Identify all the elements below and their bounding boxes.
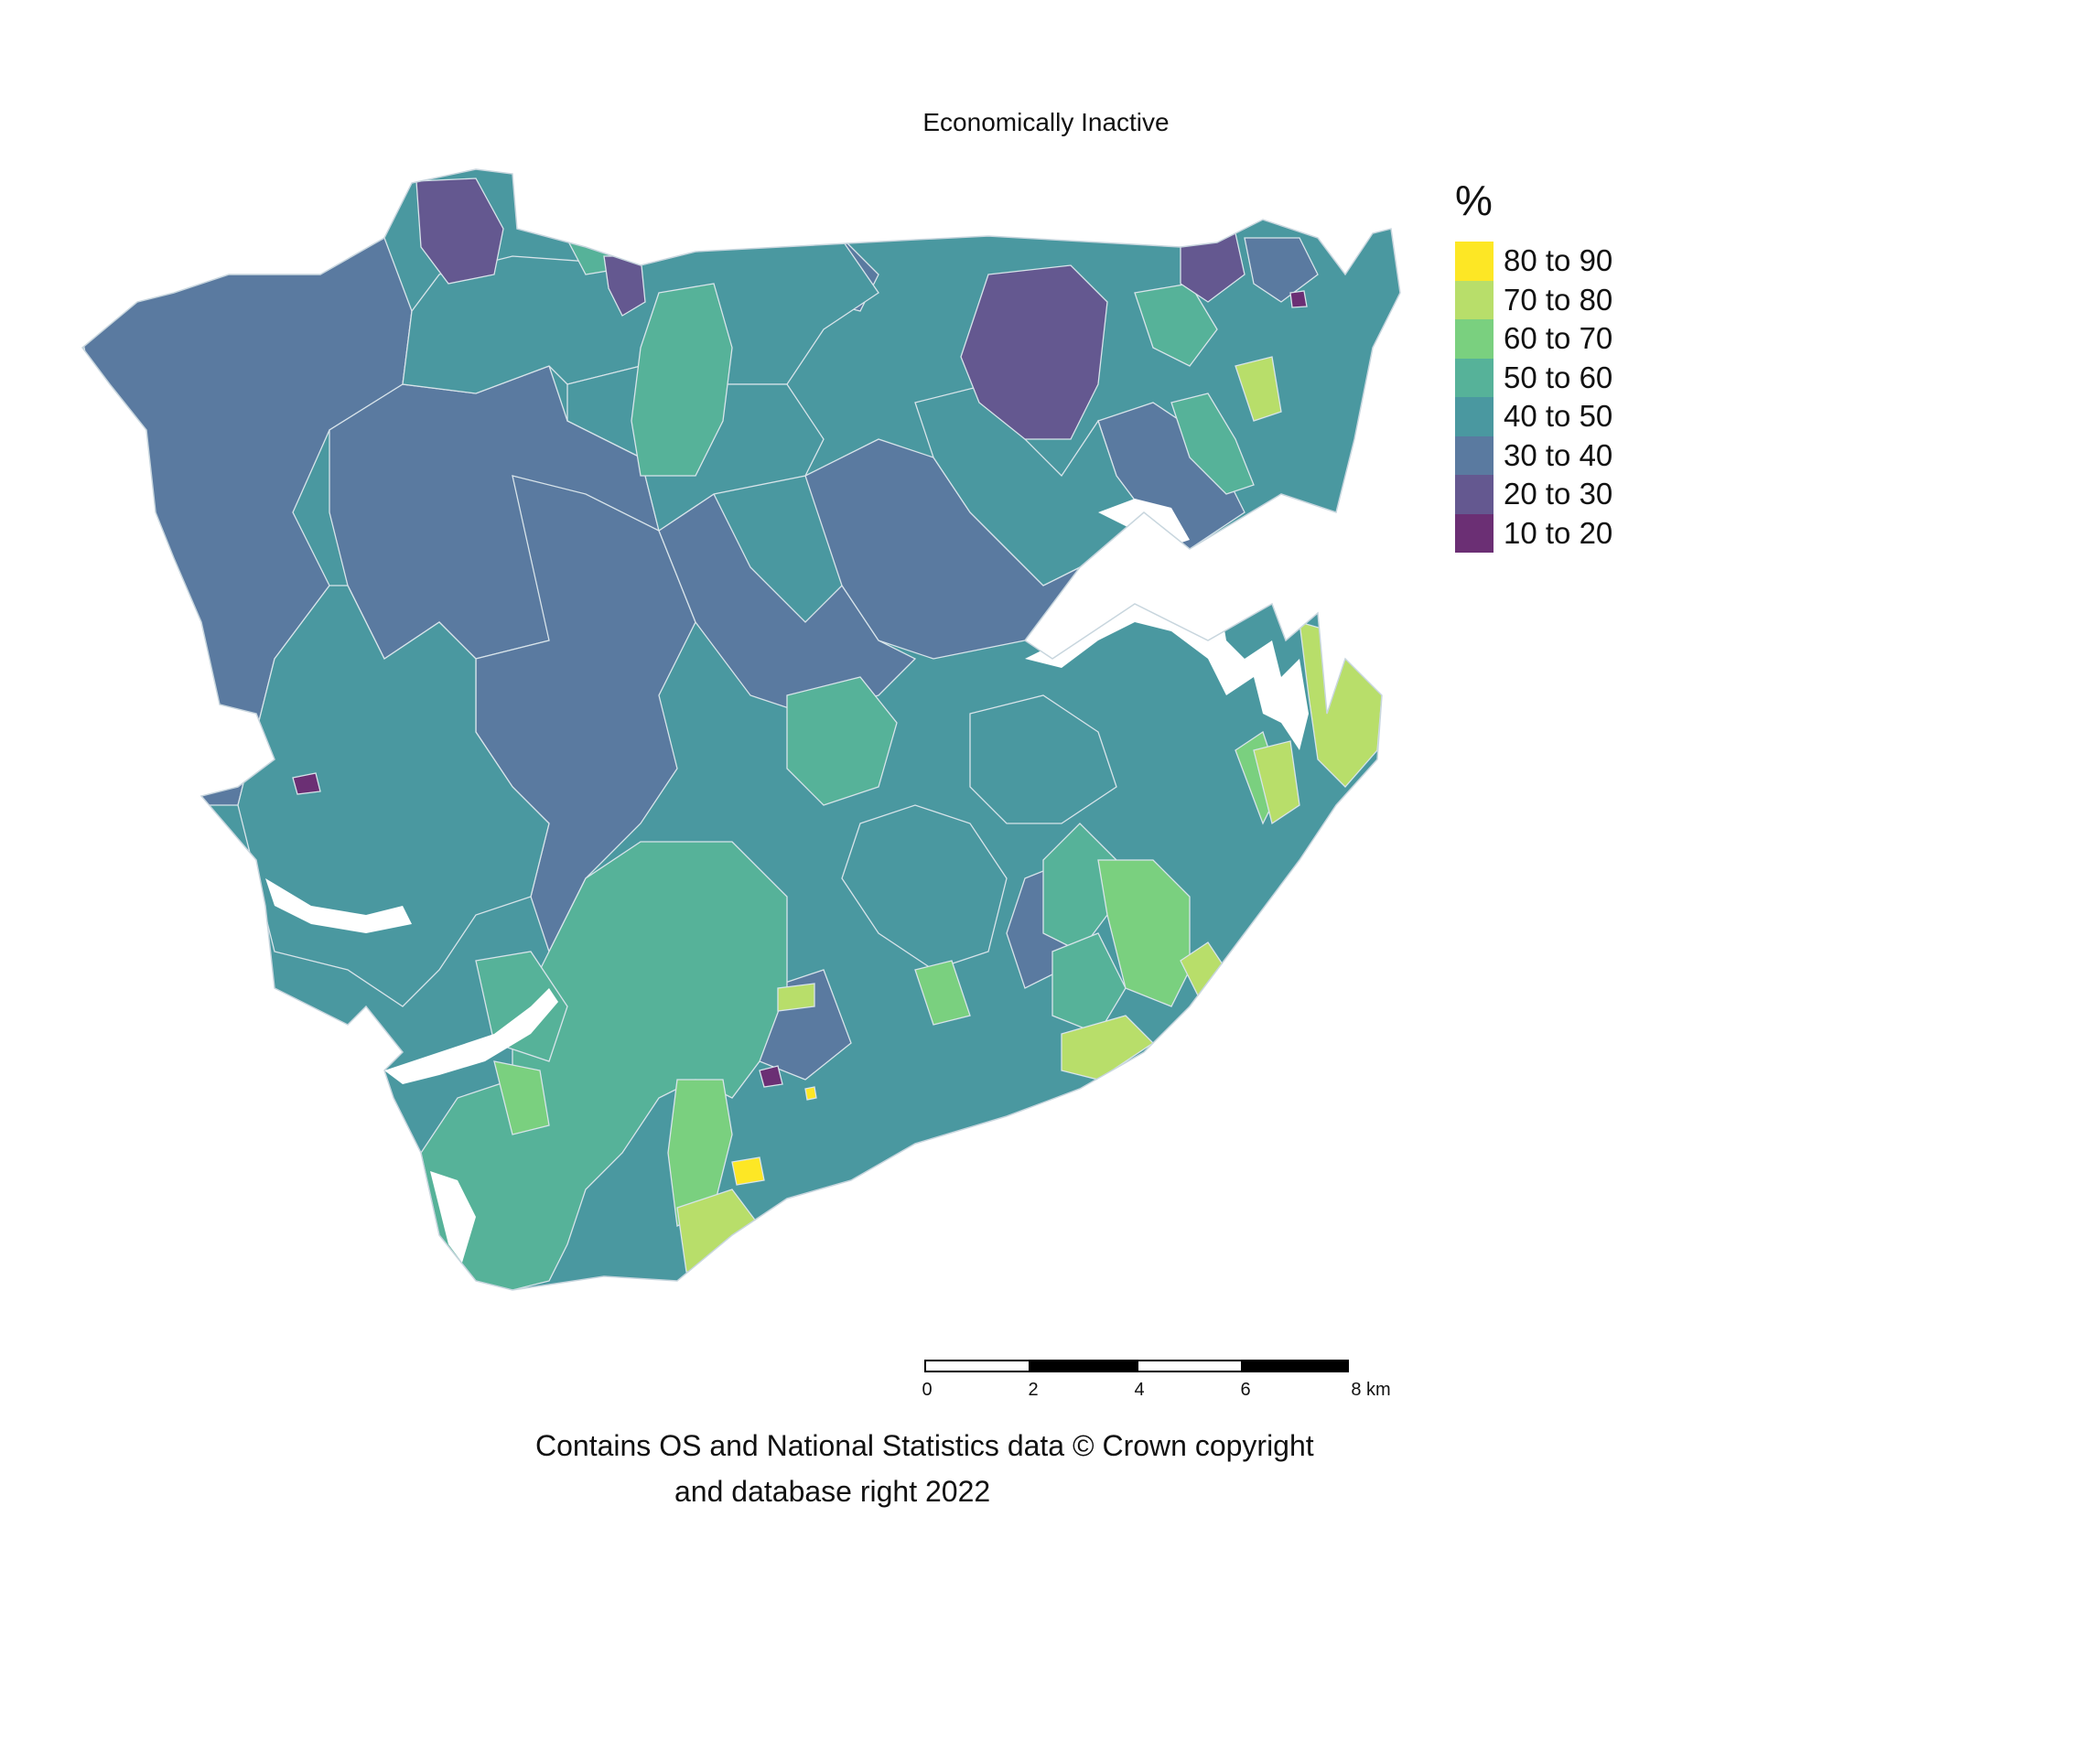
scale-bar-tick: 2 bbox=[1028, 1380, 1039, 1400]
region bbox=[786, 676, 898, 806]
legend-swatch bbox=[1455, 319, 1494, 359]
estuary-river bbox=[430, 1171, 476, 1263]
map-title: Economically Inactive bbox=[922, 108, 1170, 136]
region bbox=[292, 772, 321, 795]
legend-label: 10 to 20 bbox=[1504, 515, 1613, 550]
legend-label: 60 to 70 bbox=[1504, 321, 1613, 356]
legend-swatch bbox=[1455, 242, 1494, 281]
region bbox=[841, 804, 1008, 971]
region bbox=[914, 960, 971, 1026]
region bbox=[631, 283, 733, 477]
scale-bar-segment bbox=[1030, 1360, 1137, 1372]
legend-label: 70 to 80 bbox=[1504, 282, 1613, 317]
legend-label: 20 to 30 bbox=[1504, 477, 1613, 511]
region bbox=[1051, 932, 1127, 1035]
legend-item: 40 to 50 bbox=[1455, 397, 1612, 436]
credit-line-1: Contains OS and National Statistics data… bbox=[535, 1429, 1314, 1462]
legend-item: 60 to 70 bbox=[1455, 319, 1612, 359]
region bbox=[415, 177, 504, 285]
region bbox=[82, 411, 106, 445]
legend-label: 40 to 50 bbox=[1504, 399, 1613, 434]
legend-swatch bbox=[1455, 358, 1494, 397]
region bbox=[1170, 393, 1255, 495]
scale-bar-segment bbox=[1137, 1360, 1243, 1372]
legend-item: 70 to 80 bbox=[1455, 280, 1613, 319]
region bbox=[1244, 237, 1319, 303]
region bbox=[1235, 356, 1282, 422]
region bbox=[237, 585, 550, 1007]
legend-swatch bbox=[1455, 397, 1494, 436]
region bbox=[82, 382, 92, 422]
region bbox=[759, 1065, 783, 1088]
region bbox=[804, 1086, 817, 1101]
scale-bar-tick: 8 km bbox=[1351, 1380, 1391, 1400]
copyright-credit: Contains OS and National Statistics data… bbox=[535, 1423, 1414, 1514]
region bbox=[420, 841, 788, 1290]
legend-item: 80 to 90 bbox=[1455, 242, 1612, 281]
region bbox=[969, 694, 1117, 824]
region bbox=[1097, 859, 1191, 1007]
region bbox=[1061, 1015, 1155, 1081]
region bbox=[493, 1060, 550, 1135]
legend-swatch bbox=[1455, 475, 1494, 514]
legend-swatch bbox=[1455, 280, 1494, 319]
legend-label: 80 to 90 bbox=[1504, 243, 1613, 278]
legend-rows: 80 to 90 70 to 80 60 to 70 50 to 60 40 to 50… bbox=[1455, 242, 1612, 553]
legend-title: % bbox=[1455, 177, 1493, 224]
estuary-river bbox=[1098, 499, 1190, 549]
legend-label: 50 to 60 bbox=[1504, 360, 1613, 394]
scale-bar: 0 2 4 6 8 km bbox=[922, 1360, 1437, 1405]
scale-bar-segment bbox=[924, 1360, 1030, 1372]
land-outline bbox=[81, 168, 1401, 1291]
legend: % 80 to 90 70 to 80 60 to 70 50 to 60 40 to … bbox=[1455, 176, 1612, 553]
legend-swatch bbox=[1455, 513, 1494, 553]
region bbox=[1134, 283, 1218, 367]
legend-label: 30 to 40 bbox=[1504, 437, 1613, 472]
region bbox=[658, 493, 917, 715]
region bbox=[1253, 740, 1300, 825]
estuary-river bbox=[265, 878, 412, 933]
estuary-river bbox=[384, 988, 558, 1084]
region bbox=[960, 264, 1108, 440]
region bbox=[777, 983, 815, 1012]
scale-bar-tick: 0 bbox=[922, 1380, 933, 1400]
legend-item: 50 to 60 bbox=[1455, 358, 1613, 397]
scale-bar-tick: 4 bbox=[1134, 1380, 1145, 1400]
legend-swatch bbox=[1455, 436, 1494, 475]
estuary-river bbox=[1025, 558, 1309, 750]
legend-item: 30 to 40 bbox=[1455, 436, 1613, 475]
scale-bar-tick: 6 bbox=[1240, 1380, 1251, 1400]
legend-item: 20 to 30 bbox=[1455, 475, 1612, 514]
legend-item: 10 to 20 bbox=[1455, 513, 1613, 553]
region bbox=[731, 1156, 765, 1186]
scale-bar-segment bbox=[1243, 1360, 1349, 1372]
credit-line-2: and database right 2022 bbox=[674, 1475, 991, 1508]
region bbox=[1289, 290, 1308, 308]
